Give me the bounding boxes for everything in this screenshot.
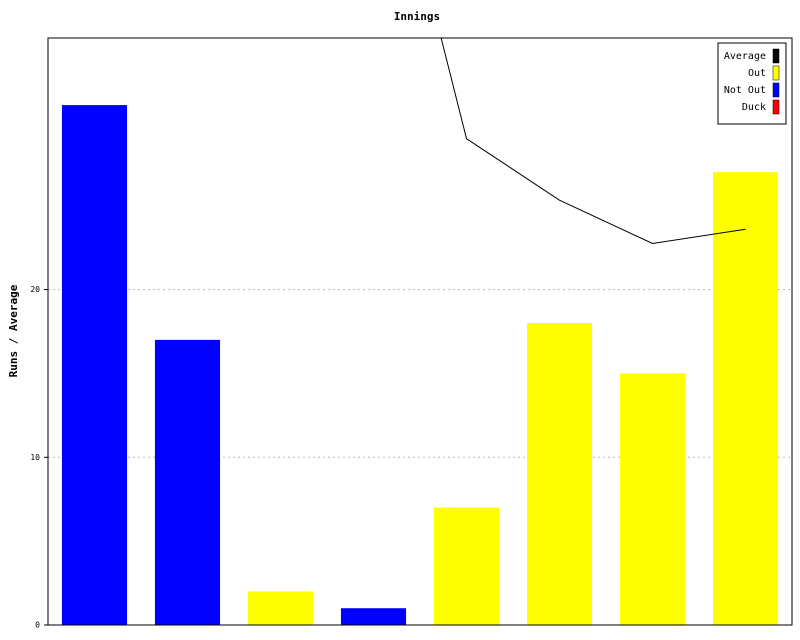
legend-label: Not Out: [724, 85, 766, 96]
y-tick-label: 20: [30, 285, 40, 294]
bar: [712, 172, 779, 625]
legend-swatch: [772, 48, 780, 64]
legend: Average Out Not Out Duck: [717, 42, 787, 125]
plot-frame: [47, 37, 793, 626]
y-tick-label: 0: [35, 621, 40, 630]
bar: [340, 608, 407, 625]
legend-label: Out: [748, 68, 766, 79]
bars: [61, 105, 779, 626]
bar: [61, 105, 128, 626]
legend-swatch: [772, 82, 780, 98]
bar: [433, 507, 500, 625]
y-axis-label: Runs / Average: [7, 284, 20, 377]
line-layer: [440, 38, 746, 244]
y-tick-label: 10: [30, 453, 40, 462]
legend-swatch: [772, 65, 780, 81]
bar: [526, 323, 593, 625]
chart-title: Innings: [394, 10, 440, 23]
bar: [154, 339, 221, 625]
legend-swatch: [772, 99, 780, 115]
bar: [619, 373, 686, 625]
bar: [247, 591, 314, 625]
average-line: [440, 38, 746, 244]
legend-label: Average: [724, 51, 766, 62]
legend-label: Duck: [742, 102, 766, 113]
